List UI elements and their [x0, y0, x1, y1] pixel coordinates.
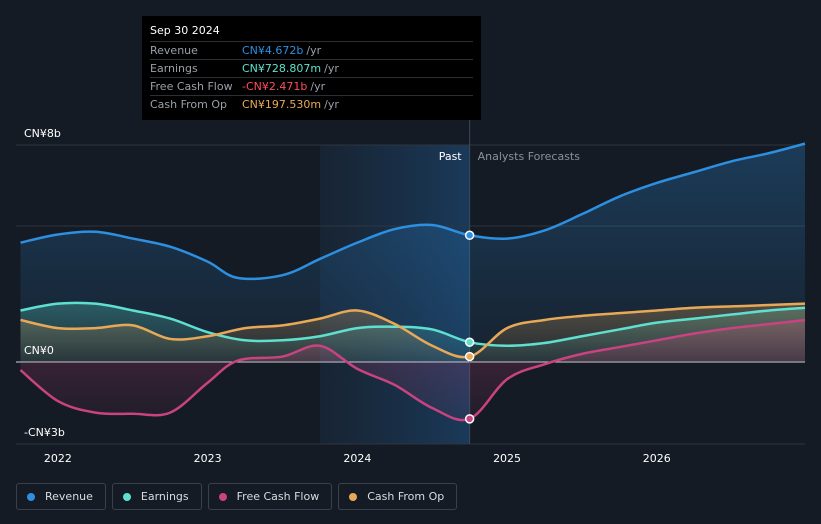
- tooltip-label: Cash From Op: [150, 98, 228, 111]
- legend-dot-icon: [218, 492, 227, 501]
- tooltip-unit: /yr: [324, 62, 339, 75]
- tooltip-unit: /yr: [306, 44, 322, 57]
- series-line-revenue: [20, 142, 806, 281]
- x-tick-label: 2022: [44, 452, 72, 465]
- legend-item-earnings[interactable]: Earnings: [111, 483, 202, 510]
- tooltip-row-earnings: Earnings CN¥728.807m /yr: [150, 59, 473, 77]
- tooltip-unit: /yr: [324, 98, 339, 111]
- series-area-free-cash-flow: [20, 319, 806, 421]
- legend-label: Free Cash Flow: [236, 490, 320, 503]
- series-marker-revenue: [464, 230, 475, 241]
- legend-dot-icon: [27, 492, 35, 501]
- tooltip-date: Sep 30 2024: [150, 24, 220, 37]
- tooltip-label: Free Cash Flow: [150, 80, 233, 93]
- x-tick-label: 2023: [194, 452, 222, 465]
- tooltip-row-revenue: Revenue CN¥4.672b /yr: [150, 41, 473, 59]
- legend-item-cash-from-op[interactable]: Cash From Op: [338, 483, 458, 510]
- series-marker-cash-from-op: [464, 351, 475, 362]
- y-tick-label: CN¥0: [24, 344, 54, 357]
- data-tooltip: Sep 30 2024 Revenue CN¥4.672b /yr Earnin…: [142, 16, 481, 120]
- y-tick-label: -CN¥3b: [24, 426, 65, 439]
- legend-label: Revenue: [45, 490, 93, 503]
- legend-item-revenue[interactable]: Revenue: [16, 483, 106, 510]
- tooltip-label: Earnings: [150, 62, 198, 75]
- tooltip-unit: /yr: [310, 80, 326, 93]
- tooltip-value: -CN¥2.471b: [242, 80, 308, 93]
- y-tick-label: CN¥8b: [24, 127, 61, 140]
- past-label: Past: [439, 150, 463, 163]
- x-tick-label: 2025: [493, 452, 521, 465]
- tooltip-value: CN¥4.672b: [242, 44, 304, 57]
- tooltip-value: CN¥197.530m: [242, 98, 322, 111]
- series-marker-free-cash-flow: [464, 414, 475, 424]
- series-line-earnings: [20, 301, 806, 347]
- tooltip-value: CN¥728.807m: [242, 62, 322, 75]
- series-area-cash-from-op: [20, 303, 806, 362]
- tooltip-row-cash-from-op: Cash From Op CN¥197.530m /yr: [150, 95, 473, 113]
- legend-item-free-cash-flow[interactable]: Free Cash Flow: [207, 483, 333, 510]
- tooltip-row-free-cash-flow: Free Cash Flow -CN¥2.471b /yr: [150, 77, 473, 95]
- series-line-free-cash-flow: [19, 318, 806, 422]
- series-area-revenue: [20, 143, 806, 362]
- series-line-cash-from-op: [20, 302, 806, 359]
- x-tick-label: 2024: [343, 452, 371, 465]
- legend-dot-icon: [349, 492, 358, 501]
- series-marker-earnings: [464, 337, 475, 347]
- chart-legend: Revenue Earnings Free Cash Flow Cash Fro…: [16, 483, 458, 510]
- legend-label: Earnings: [140, 490, 189, 503]
- x-tick-label: 2026: [643, 452, 671, 465]
- legend-dot-icon: [122, 492, 131, 501]
- tooltip-label: Revenue: [150, 44, 198, 57]
- legend-label: Cash From Op: [367, 490, 445, 503]
- forecast-label: Analysts Forecasts: [478, 150, 581, 163]
